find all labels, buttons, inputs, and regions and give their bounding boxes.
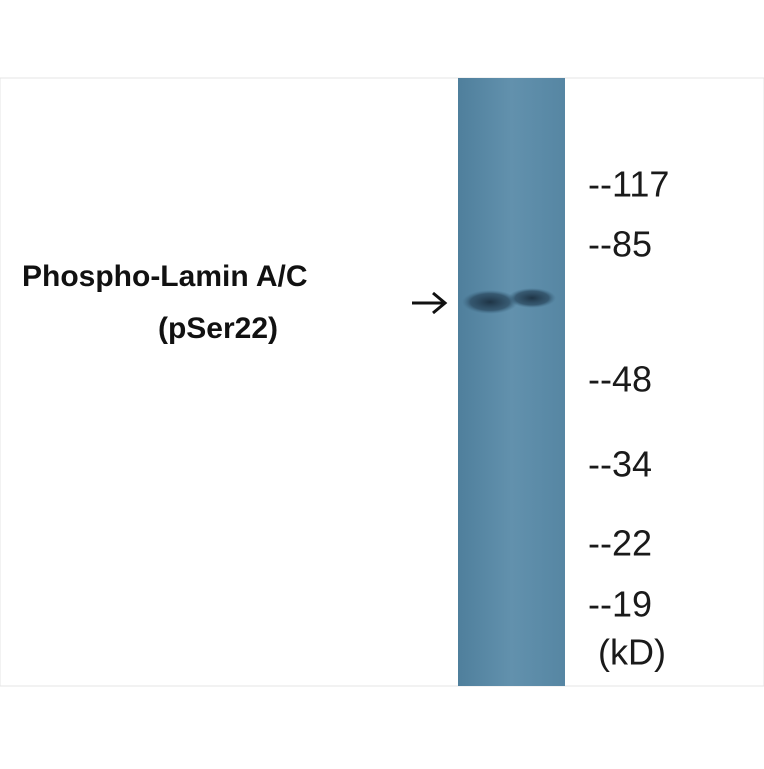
marker-label: --34 <box>588 444 652 485</box>
frame <box>0 77 764 687</box>
gel-lane <box>458 78 565 686</box>
marker-label: --117 <box>588 164 669 205</box>
marker-label: --85 <box>588 224 652 265</box>
protein-label: Phospho-Lamin A/C <box>22 260 308 293</box>
protein-band <box>508 288 556 308</box>
marker-label: --48 <box>588 359 652 400</box>
protein-label: (pSer22) <box>158 312 278 345</box>
unit-label: (kD) <box>598 632 666 673</box>
marker-label: --22 <box>588 523 652 564</box>
marker-label: --19 <box>588 584 652 625</box>
marker-group: --117 --85 --48 --34 --22 --19 <box>588 164 669 625</box>
arrow <box>412 291 448 315</box>
protein-band <box>462 290 518 314</box>
